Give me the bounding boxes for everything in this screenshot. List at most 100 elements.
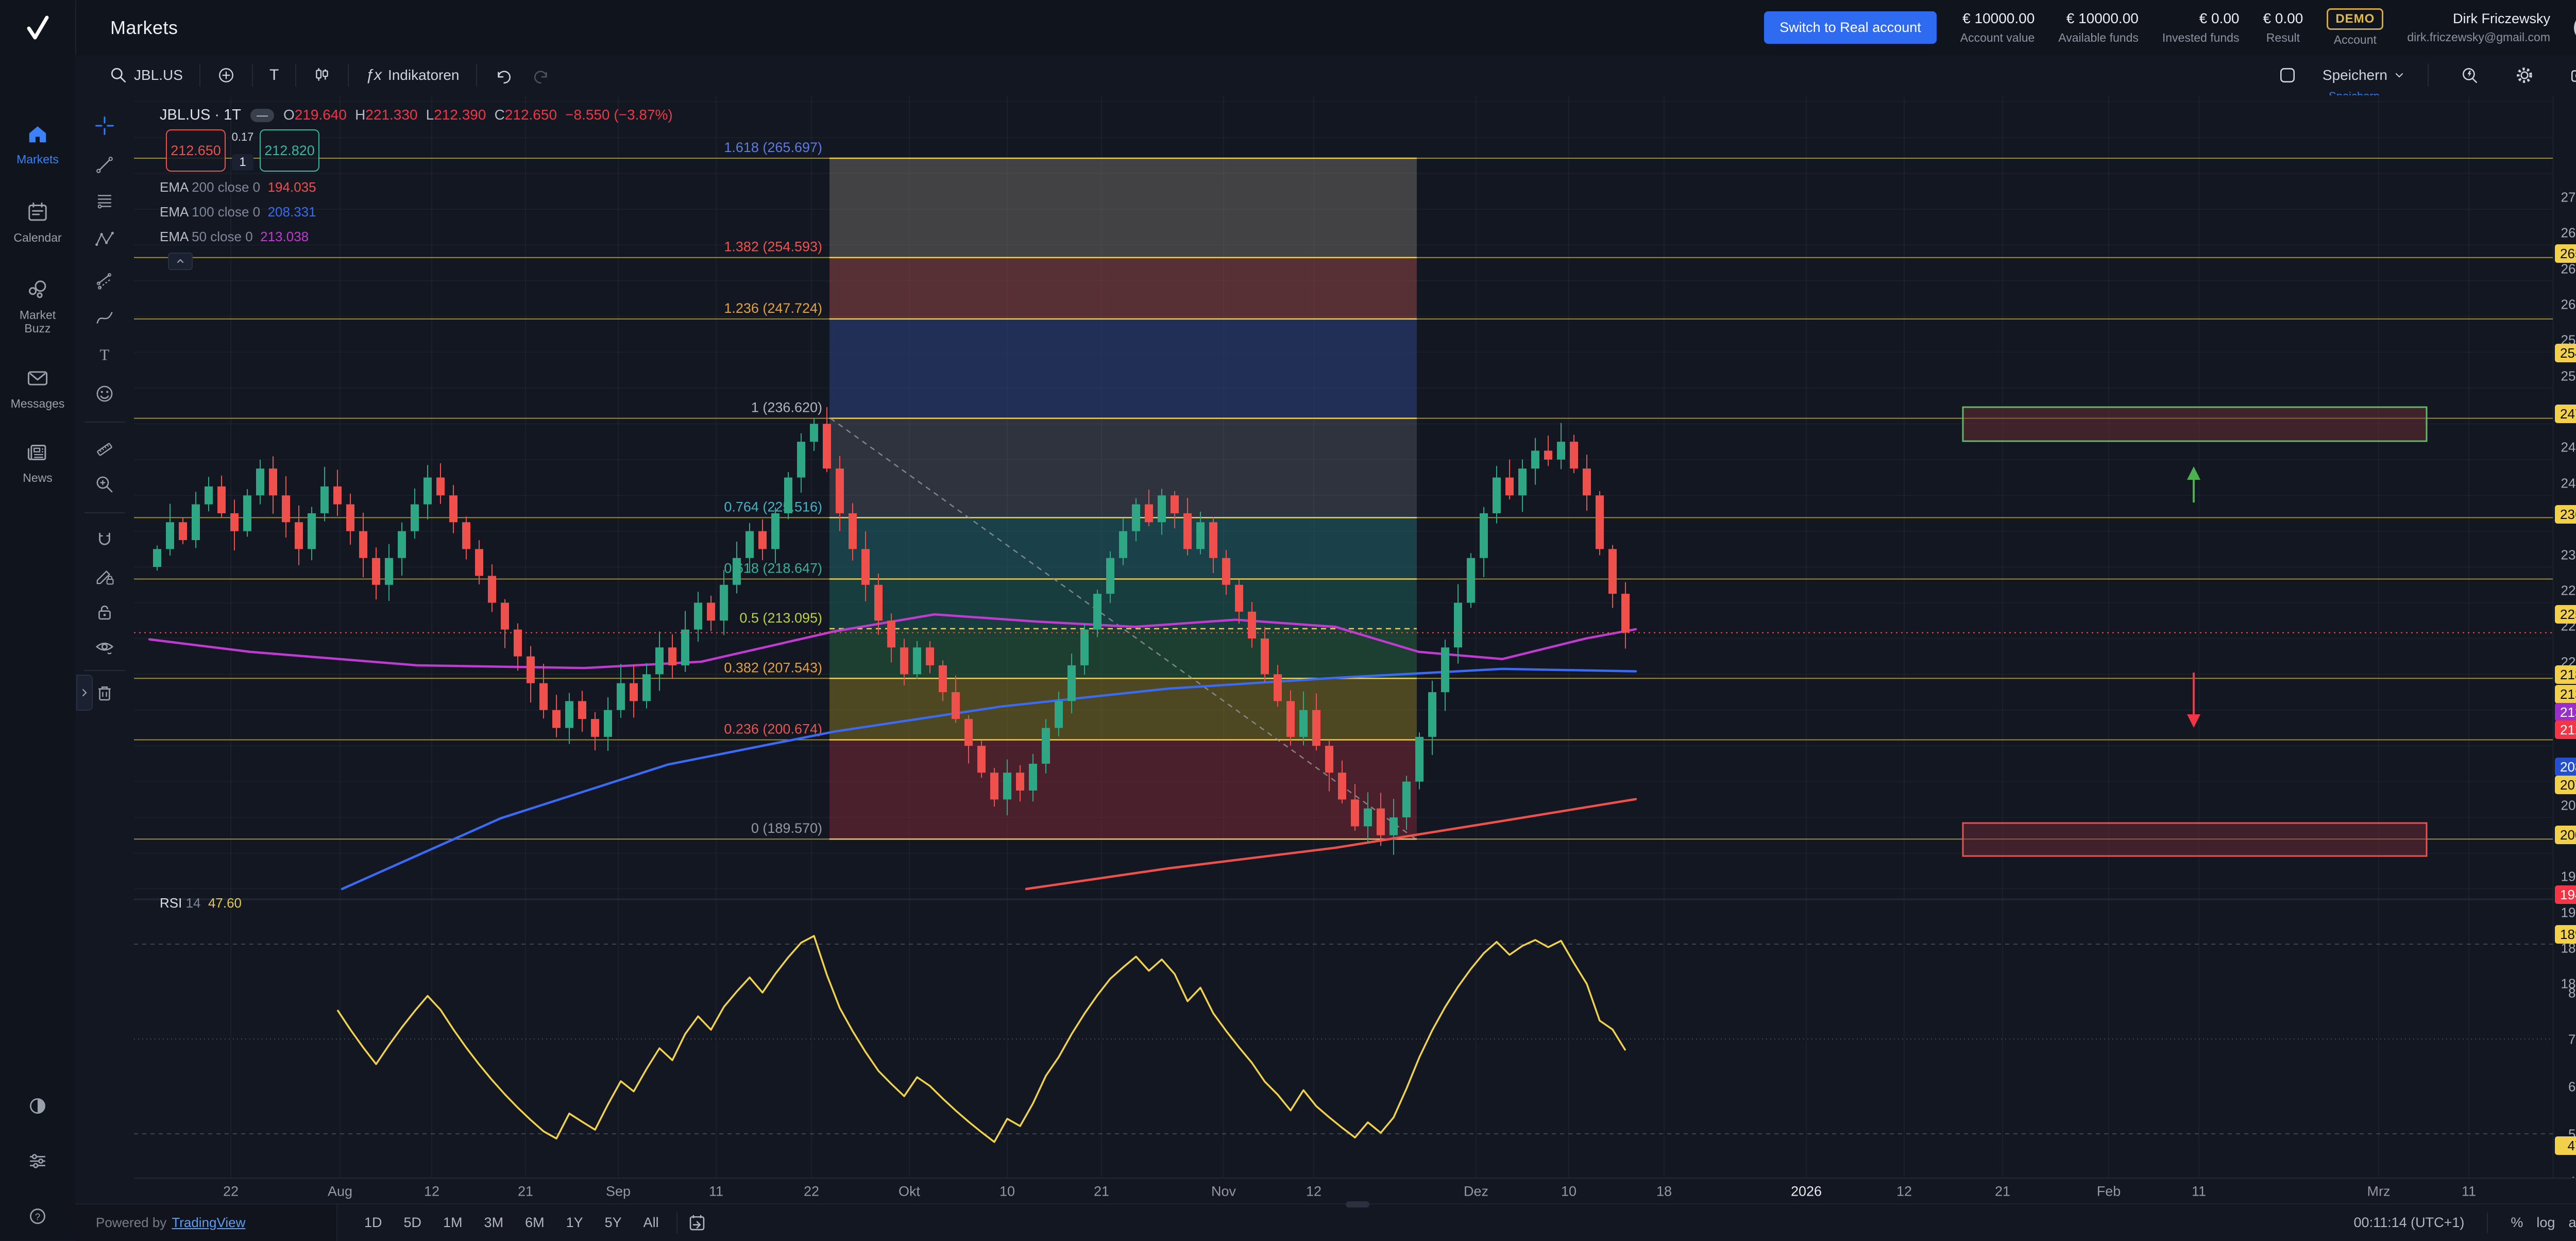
price-tick-label: 232.000 bbox=[2561, 547, 2576, 563]
tool-magnet[interactable] bbox=[89, 525, 120, 556]
time-axis[interactable]: 22 Aug 12 21 Sep 11 22 Okt 10 21 Nov 12 Dez 10 18 2026 1… bbox=[134, 1178, 2576, 1204]
collapse-drawing-toolbar-button[interactable] bbox=[76, 675, 93, 711]
candlestick-chart[interactable]: 1.618 (265.697) 1.382 (254.593) 1.236 (247… bbox=[134, 95, 2553, 1178]
tool-emoji[interactable] bbox=[89, 378, 120, 409]
powered-by: Powered by TradingView bbox=[75, 1204, 337, 1241]
switch-to-real-account-button[interactable]: Switch to Real account bbox=[1764, 11, 1937, 44]
tool-brush[interactable] bbox=[89, 302, 120, 333]
range-button-5y[interactable]: 5Y bbox=[604, 1215, 622, 1230]
tool-ruler[interactable] bbox=[89, 434, 120, 465]
chart-style-button-icon bbox=[316, 68, 329, 81]
close-label: C bbox=[494, 107, 505, 123]
sell-button[interactable]: 212.650 bbox=[166, 129, 226, 172]
ema-legend-row[interactable]: EMA 50 close 0 213.038 bbox=[160, 229, 309, 244]
chart-area[interactable]: 1.618 (265.697) 1.382 (254.593) 1.236 (247… bbox=[134, 95, 2576, 1237]
quick-search-button[interactable] bbox=[2450, 60, 2489, 91]
time-tick-label: 21 bbox=[1994, 1183, 2011, 1199]
tool-projection[interactable] bbox=[89, 265, 120, 296]
layout-checkbox[interactable] bbox=[2268, 60, 2307, 91]
screenshot-button[interactable] bbox=[2560, 60, 2576, 91]
sidebar-util-help[interactable]: ? bbox=[0, 1205, 75, 1227]
user-avatar[interactable] bbox=[2574, 13, 2576, 42]
user-name: Dirk Friczewsky bbox=[2453, 11, 2550, 26]
price-badge-194.035: 194.035 bbox=[2555, 885, 2576, 904]
chart-settings-button[interactable] bbox=[2505, 60, 2544, 91]
tradingview-link[interactable]: TradingView bbox=[172, 1215, 246, 1230]
high-label: H bbox=[355, 107, 366, 123]
tool-crosshair[interactable] bbox=[89, 110, 120, 141]
save-layout-button[interactable]: Speichern Speichern bbox=[2322, 67, 2406, 103]
buy-button[interactable]: 212.820 bbox=[260, 129, 319, 172]
spread-value: 0.17 bbox=[231, 130, 254, 143]
save-label: Speichern bbox=[2322, 67, 2387, 83]
tool-text[interactable]: T bbox=[89, 339, 120, 370]
price-tick-label: 240.000 bbox=[2561, 475, 2576, 491]
compare-add-symbol-button[interactable] bbox=[207, 60, 246, 91]
emoji-icon bbox=[96, 385, 113, 402]
legend-collapse-button[interactable] bbox=[168, 253, 193, 270]
fib-label-1: 1 (236.620) bbox=[751, 400, 822, 415]
tool-drawing-edit-lock[interactable] bbox=[89, 561, 120, 592]
sidebar-item-markets[interactable]: Markets bbox=[0, 122, 75, 166]
sidebar-item-market-buzz[interactable]: Market Buzz bbox=[0, 278, 75, 336]
indicators-button[interactable]: ƒx Indikatoren bbox=[355, 60, 469, 91]
chart-toolbar: JBL.US Tƒx Indikatoren Speichern Speichern bbox=[75, 55, 2576, 103]
range-button-1y[interactable]: 1Y bbox=[566, 1215, 583, 1230]
tool-xabcd-pattern[interactable] bbox=[89, 224, 120, 255]
stat-label: Account value bbox=[1960, 31, 2035, 44]
tool-remove-all[interactable] bbox=[89, 678, 120, 709]
auto-scale-button[interactable]: auto bbox=[2568, 1215, 2576, 1230]
symbol-search-button[interactable]: JBL.US bbox=[99, 60, 193, 91]
range-button-all[interactable]: All bbox=[643, 1215, 659, 1230]
quantity-field[interactable]: 1 bbox=[232, 154, 253, 171]
sidebar-util-preferences[interactable] bbox=[0, 1150, 75, 1172]
sidebar-util-theme-contrast[interactable] bbox=[0, 1095, 75, 1117]
rsi-legend[interactable]: RSI 14 47.60 bbox=[160, 895, 242, 911]
svg-text:T: T bbox=[100, 346, 110, 364]
range-button-6m[interactable]: 6M bbox=[525, 1215, 545, 1230]
stat-value: € 10000.00 bbox=[2066, 10, 2139, 26]
symbol-visibility-toggle[interactable]: — bbox=[250, 108, 274, 122]
tool-lock-all[interactable] bbox=[89, 597, 120, 628]
toolbar-divider bbox=[476, 64, 477, 87]
go-to-date-button[interactable] bbox=[687, 1213, 707, 1233]
range-button-1d[interactable]: 1D bbox=[364, 1215, 382, 1230]
price-tick-label: 80.00 bbox=[2568, 985, 2576, 1001]
fib-label-1.236: 1.236 (247.724) bbox=[724, 300, 822, 316]
demo-badge-label: Account bbox=[2333, 33, 2377, 46]
tool-trend-line[interactable] bbox=[89, 149, 120, 180]
sidebar-item-news[interactable]: News bbox=[0, 441, 75, 484]
markets-icon bbox=[29, 126, 46, 143]
time-tick-label: Nov bbox=[1211, 1183, 1236, 1199]
price-scale[interactable]: 272.000268.000264.000260.000256.000252.0… bbox=[2553, 95, 2576, 1237]
tool-hide-all[interactable] bbox=[89, 632, 120, 663]
ema-legend-row[interactable]: EMA 200 close 0 194.035 bbox=[160, 179, 316, 195]
redo-button[interactable] bbox=[522, 60, 562, 91]
interval-button[interactable]: T bbox=[259, 60, 289, 91]
price-badge-265.697: 265.697 bbox=[2555, 244, 2576, 263]
sidebar-item-calendar[interactable]: Calendar bbox=[0, 200, 75, 244]
ema-legend-row[interactable]: EMA 100 close 0 208.331 bbox=[160, 204, 316, 220]
tool-zoom-in[interactable] bbox=[89, 469, 120, 500]
time-tick-label: 2026 bbox=[1790, 1183, 1822, 1199]
symbol-interval-label[interactable]: JBL.US · 1T bbox=[160, 107, 241, 123]
app-logo[interactable] bbox=[0, 1, 76, 55]
sidebar-item-messages[interactable]: Messages bbox=[0, 366, 75, 410]
range-button-1m[interactable]: 1M bbox=[443, 1215, 463, 1230]
news-icon bbox=[27, 444, 46, 461]
drawing-toolbar: T bbox=[75, 95, 135, 1203]
panel-resize-handle[interactable] bbox=[1346, 1201, 1369, 1208]
tool-fib-retracement[interactable] bbox=[89, 186, 120, 216]
account-stat-invested-funds: € 0.00 Invested funds bbox=[2162, 10, 2240, 45]
percent-scale-button[interactable]: % bbox=[2511, 1215, 2523, 1230]
time-tick-label: 18 bbox=[1656, 1183, 1672, 1199]
time-tick-label: 12 bbox=[1896, 1183, 1912, 1199]
clock[interactable]: 00:11:14 (UTC+1) bbox=[2353, 1215, 2465, 1230]
price-tick-label: 268.000 bbox=[2561, 225, 2576, 241]
range-button-5d[interactable]: 5D bbox=[403, 1215, 422, 1230]
range-button-3m[interactable]: 3M bbox=[484, 1215, 504, 1230]
undo-button[interactable] bbox=[483, 60, 522, 91]
price-badge-254.593: 254.593 bbox=[2555, 344, 2576, 362]
chart-style-button[interactable] bbox=[302, 60, 342, 91]
log-scale-button[interactable]: log bbox=[2536, 1215, 2555, 1230]
